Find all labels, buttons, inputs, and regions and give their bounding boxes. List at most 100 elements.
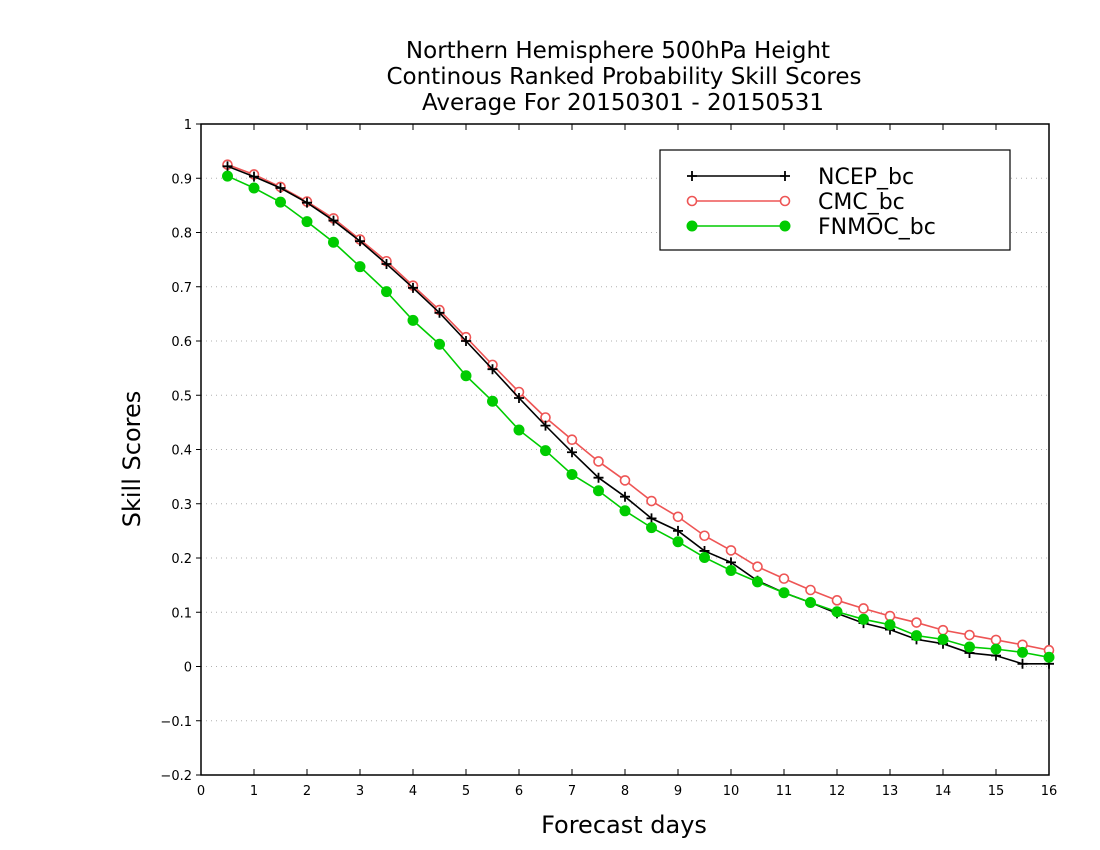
y-tick-label: −0.2 <box>160 769 192 784</box>
cmc-bc-point <box>672 511 684 523</box>
y-tick-label: 0.8 <box>171 227 192 242</box>
x-tick-label: 0 <box>197 784 205 799</box>
x-tick-label: 14 <box>935 784 952 799</box>
x-tick-label: 13 <box>882 784 899 799</box>
ncep-bc-point <box>620 491 630 502</box>
legend-label-ncep-bc: NCEP_bc <box>818 165 914 190</box>
y-tick-label: −0.1 <box>160 715 192 730</box>
y-axis-title: Skill Scores <box>118 391 146 528</box>
fnmoc-bc-point <box>381 286 392 298</box>
cmc-bc-point <box>619 475 631 486</box>
fnmoc-bc-point <box>858 613 869 625</box>
fnmoc-bc-point <box>487 395 498 407</box>
cmc-bc-point <box>699 530 710 542</box>
cmc-bc-point <box>646 495 657 507</box>
fnmoc-bc-point <box>884 619 896 631</box>
grid-lines <box>201 177 1049 722</box>
legend-marker-ncep-bc <box>687 171 697 181</box>
legend-box <box>659 149 1011 251</box>
legend-marker-cmc-bc <box>686 195 698 207</box>
fnmoc-bc-point <box>354 261 366 273</box>
y-tick-label: 0.1 <box>171 606 192 621</box>
fnmoc-bc-point <box>619 505 631 517</box>
ncep-bc-point <box>328 215 339 226</box>
x-tick-label: 15 <box>988 784 1005 799</box>
y-tick-label: 0.9 <box>171 172 192 187</box>
ncep-bc-point <box>593 472 604 483</box>
ncep-bc-point <box>514 392 524 403</box>
fnmoc-bc-point <box>275 196 286 208</box>
data-series <box>222 159 1055 669</box>
cmc-bc-point <box>778 573 790 584</box>
title-line-2: Continous Ranked Probability Skill Score… <box>386 64 861 90</box>
x-tick-label: 6 <box>515 784 523 799</box>
fnmoc-bc-point <box>301 216 313 228</box>
ncep-bc-point <box>1017 658 1028 669</box>
x-tick-label: 12 <box>829 784 846 799</box>
x-tick-label: 16 <box>1041 784 1058 799</box>
legend-marker-fnmoc-bc <box>779 220 791 232</box>
cmc-bc-point <box>725 545 737 556</box>
fnmoc-bc-point <box>513 424 525 436</box>
cmc-bc-point <box>937 624 949 636</box>
cmc-bc-point <box>566 434 578 446</box>
x-tick-label: 4 <box>409 784 417 799</box>
fnmoc-bc-series <box>222 170 1055 663</box>
fnmoc-bc-point <box>725 564 737 576</box>
x-axis-title: Forecast days <box>541 811 707 839</box>
x-axis-ticks: 0 1 2 3 4 5 6 7 8 9 10 11 12 13 14 15 16 <box>197 124 1057 799</box>
y-tick-label: 0.5 <box>171 389 192 404</box>
fnmoc-bc-point <box>990 643 1002 655</box>
fnmoc-bc-point <box>831 606 843 618</box>
legend-label-fnmoc-bc: FNMOC_bc <box>818 215 936 240</box>
fnmoc-bc-point <box>964 641 975 653</box>
fnmoc-bc-point <box>248 182 260 194</box>
ncep-bc-point <box>540 420 551 431</box>
ncep-bc-point <box>434 307 445 318</box>
cmc-bc-point <box>990 634 1002 646</box>
ncep-bc-point <box>249 171 259 182</box>
fnmoc-bc-point <box>911 630 922 642</box>
ncep-bc-point <box>646 513 657 524</box>
fnmoc-bc-point <box>752 576 763 588</box>
ncep-bc-point <box>275 183 286 194</box>
ncep-bc-point <box>381 258 392 269</box>
fnmoc-bc-point <box>328 236 339 248</box>
fnmoc-bc-point <box>593 485 604 497</box>
y-tick-label: 0.7 <box>171 281 192 296</box>
legend-label-cmc-bc: CMC_bc <box>818 190 905 215</box>
ncep-bc-point <box>222 161 233 172</box>
title-line-1: Northern Hemisphere 500hPa Height <box>406 38 830 64</box>
x-tick-label: 9 <box>674 784 682 799</box>
ncep-bc-point <box>355 236 365 247</box>
x-tick-label: 7 <box>568 784 576 799</box>
ncep-bc-point <box>673 525 683 536</box>
title-line-3: Average For 20150301 - 20150531 <box>422 90 824 116</box>
fnmoc-bc-point <box>460 370 472 382</box>
cmc-bc-point <box>593 456 604 467</box>
fnmoc-bc-point <box>646 522 657 534</box>
x-tick-label: 1 <box>250 784 258 799</box>
y-tick-label: 0.2 <box>171 552 192 567</box>
legend-marker-cmc-bc <box>779 195 791 207</box>
y-tick-label: 0.3 <box>171 498 192 513</box>
ncep-bc-point <box>567 447 577 458</box>
y-tick-label: 0.4 <box>171 444 192 459</box>
fnmoc-bc-point <box>407 314 419 326</box>
fnmoc-bc-point <box>566 468 578 480</box>
cmc-bc-point <box>858 603 869 614</box>
ncep-bc-point <box>461 336 471 346</box>
cmc-bc-point <box>805 584 816 596</box>
ncep-bc-point <box>408 282 418 293</box>
fnmoc-bc-point <box>805 596 816 608</box>
x-tick-label: 10 <box>723 784 740 799</box>
fnmoc-bc-point <box>540 445 551 457</box>
fnmoc-bc-point <box>699 551 710 563</box>
legend-marker-fnmoc-bc <box>686 220 698 232</box>
ncep-bc-point <box>302 197 312 208</box>
x-tick-label: 11 <box>776 784 793 799</box>
y-axis-ticks: −0.2 −0.1 0 0.1 0.2 0.3 0.4 0.5 0.6 0.7 0.8 0.9 1 <box>160 118 201 784</box>
cmc-bc-point <box>752 561 763 572</box>
